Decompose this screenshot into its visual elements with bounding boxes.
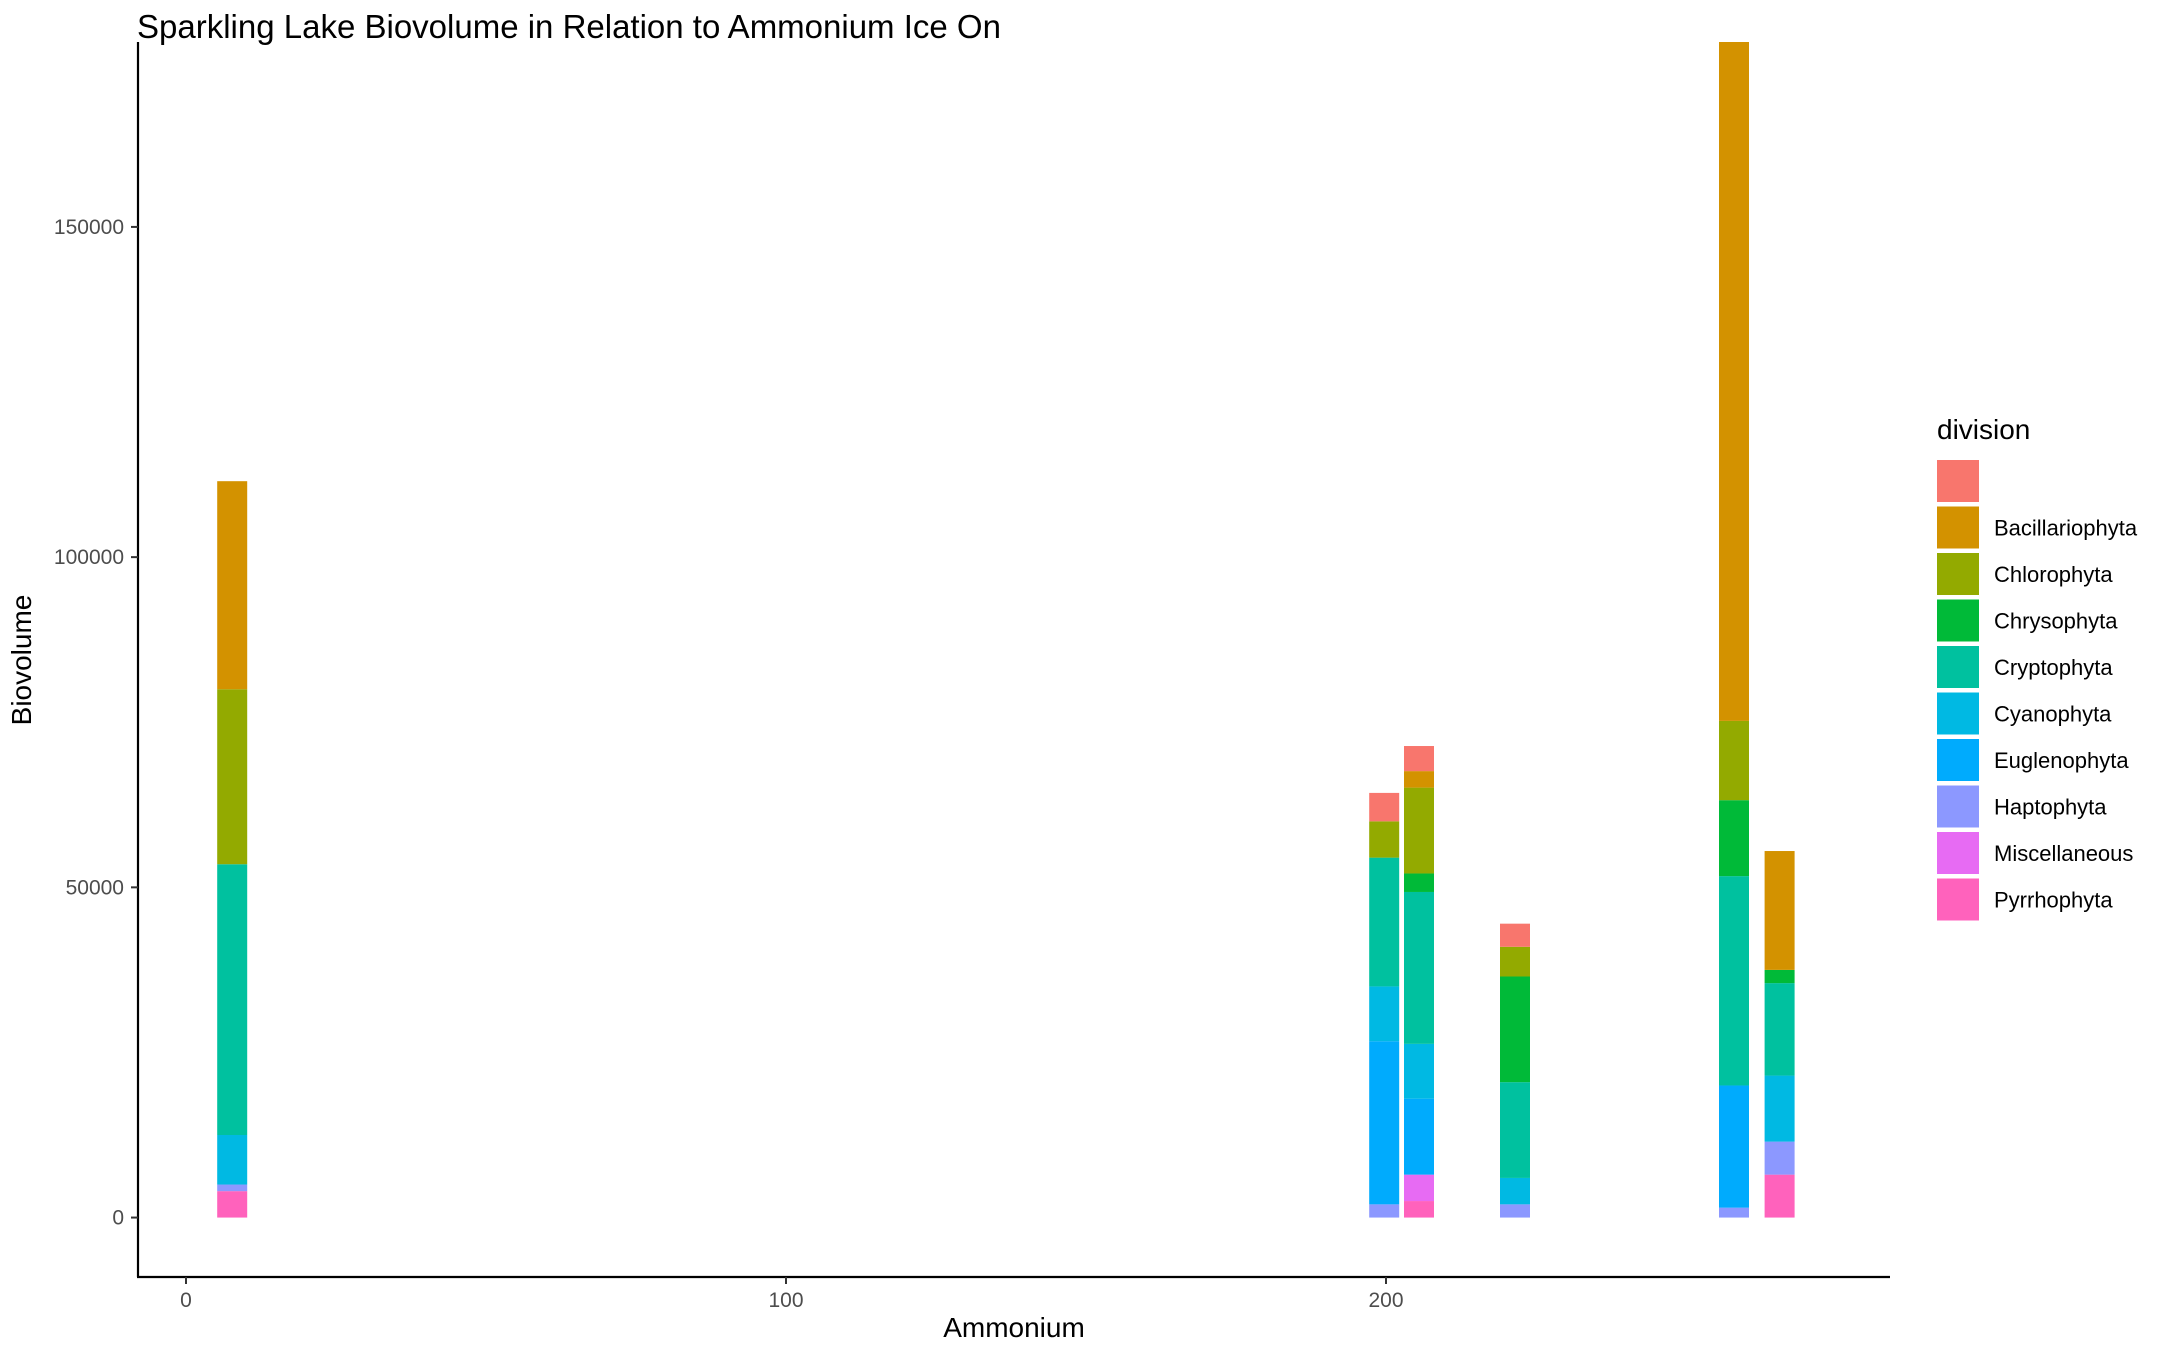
bar-segment-3-bacillariophyta xyxy=(1404,771,1434,788)
bar-segment-1-chlorophyta xyxy=(217,689,248,865)
x-tick-label: 0 xyxy=(180,1289,192,1312)
y-tick-label: 150000 xyxy=(54,216,124,239)
bar-segment-3-euglenophyta xyxy=(1404,1098,1434,1175)
legend-label-miscellaneous: Miscellaneous xyxy=(1994,841,2133,866)
bar-segment-1-pyrrhophyta xyxy=(217,1191,248,1218)
bar-segment-5-euglenophyta xyxy=(1719,1085,1749,1208)
bar-segment-6-haptophyta xyxy=(1764,1141,1795,1175)
legend-label-cryptophyta: Cryptophyta xyxy=(1994,655,2113,680)
bar-segment-2-chlorophyta xyxy=(1369,821,1400,858)
bar-segment-6-chrysophyta xyxy=(1764,969,1795,984)
bar-segment-3-chlorophyta xyxy=(1404,787,1434,874)
bar-segment-5-bacillariophyta xyxy=(1719,42,1749,721)
bar-segment-2-cryptophyta xyxy=(1369,857,1400,987)
bars-layer xyxy=(217,42,1795,1218)
legend-label-pyrrhophyta: Pyrrhophyta xyxy=(1994,888,2113,913)
bar-segment-4-cyanophyta xyxy=(1500,1177,1530,1205)
x-tick-label: 200 xyxy=(1368,1289,1403,1312)
bar-segment-6-cyanophyta xyxy=(1764,1075,1795,1142)
bar-segment-2-unlabeled xyxy=(1369,792,1400,822)
legend-key-unlabeled xyxy=(1937,460,1979,502)
bar-segment-5-chlorophyta xyxy=(1719,720,1749,801)
bar-segment-4-cryptophyta xyxy=(1500,1082,1530,1178)
bar-segment-3-cryptophyta xyxy=(1404,891,1434,1044)
bar-segment-3-chrysophyta xyxy=(1404,873,1434,892)
legend-key-miscellaneous xyxy=(1937,832,1979,874)
x-tick-label: 100 xyxy=(768,1289,803,1312)
x-ticks: 0 100 200 xyxy=(180,1277,1404,1312)
bar-segment-4-haptophyta xyxy=(1500,1204,1530,1218)
bar-segment-5-chrysophyta xyxy=(1719,800,1749,877)
legend-key-haptophyta xyxy=(1937,785,1979,828)
bar-segment-2-haptophyta xyxy=(1369,1204,1400,1218)
y-tick-label: 0 xyxy=(112,1207,124,1230)
legend-label-euglenophyta: Euglenophyta xyxy=(1994,748,2129,773)
y-tick-label: 50000 xyxy=(66,876,124,899)
legend-items: Bacillariophyta Chlorophyta Chrysophyta Cry… xyxy=(1937,460,2138,921)
chart-title: Sparkling Lake Biovolume in Relation to … xyxy=(137,8,1001,45)
y-tick-label: 100000 xyxy=(54,546,124,569)
legend-title: division xyxy=(1937,414,2030,445)
bar-segment-6-pyrrhophyta xyxy=(1764,1174,1795,1218)
bar-segment-4-unlabeled xyxy=(1500,923,1530,947)
bar-segment-2-euglenophyta xyxy=(1369,1041,1400,1205)
legend-key-cyanophyta xyxy=(1937,692,1979,735)
bar-segment-2-cyanophyta xyxy=(1369,986,1400,1042)
bar-segment-1-bacillariophyta xyxy=(217,481,248,690)
legend-key-cryptophyta xyxy=(1937,646,1979,688)
bar-segment-1-cryptophyta xyxy=(217,864,248,1136)
legend-key-pyrrhophyta xyxy=(1937,878,1979,921)
bar-segment-4-chlorophyta xyxy=(1500,946,1530,977)
y-axis-title: Biovolume xyxy=(6,595,37,726)
legend-key-bacillariophyta xyxy=(1937,506,1979,549)
bar-segment-5-haptophyta xyxy=(1719,1207,1749,1218)
legend-key-chlorophyta xyxy=(1937,553,1979,595)
bar-segment-3-unlabeled xyxy=(1404,746,1434,772)
bar-segment-3-cyanophyta xyxy=(1404,1043,1434,1099)
bar-segment-5-cryptophyta xyxy=(1719,876,1749,1086)
legend-label-chrysophyta: Chrysophyta xyxy=(1994,609,2118,634)
bar-segment-1-cyanophyta xyxy=(217,1135,248,1185)
bar-segment-1-haptophyta xyxy=(217,1184,248,1192)
legend-label-cyanophyta: Cyanophyta xyxy=(1994,702,2112,727)
legend-key-chrysophyta xyxy=(1937,599,1979,642)
y-ticks: 0 50000 100000 150000 xyxy=(54,216,138,1230)
bar-segment-3-miscellaneous xyxy=(1404,1174,1434,1202)
bar-segment-6-bacillariophyta xyxy=(1764,851,1795,970)
legend-label-bacillariophyta: Bacillariophyta xyxy=(1994,516,2138,541)
x-axis-title: Ammonium xyxy=(943,1312,1085,1343)
legend-key-euglenophyta xyxy=(1937,739,1979,781)
bar-segment-6-cryptophyta xyxy=(1764,983,1795,1076)
bar-segment-4-chrysophyta xyxy=(1500,976,1530,1083)
legend-label-haptophyta: Haptophyta xyxy=(1994,795,2107,820)
legend: division Bacillariophyta Chlorophyta Chrys… xyxy=(1937,414,2138,921)
bar-segment-3-pyrrhophyta xyxy=(1404,1201,1434,1218)
legend-label-chlorophyta: Chlorophyta xyxy=(1994,562,2113,587)
